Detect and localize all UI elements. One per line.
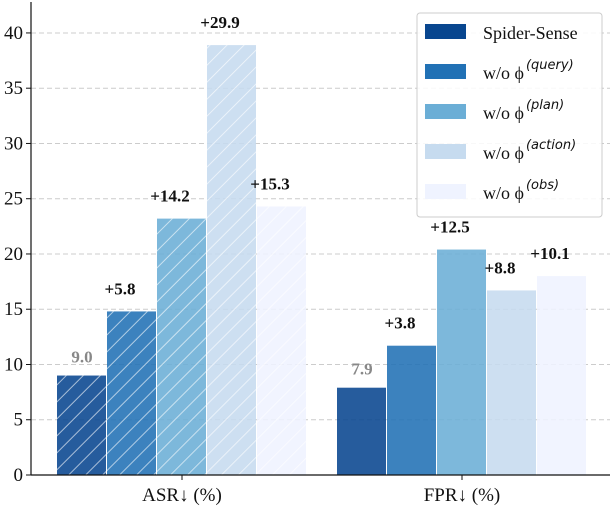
- axes: 0 5 10 15 20 25 30 35 40 ASR↓ (%) FPR↓ (%): [4, 2, 610, 506]
- y-tick-label: 25: [4, 189, 23, 210]
- y-tick-label: 5: [14, 410, 24, 431]
- y-tick-label: 20: [4, 244, 23, 265]
- legend-swatch: [425, 104, 466, 119]
- y-tick-label: 30: [4, 133, 23, 154]
- bar-w-o-obs-: [537, 276, 586, 475]
- data-label: +10.1: [530, 244, 569, 263]
- data-label: +3.8: [385, 314, 416, 333]
- x-tick-label: FPR↓ (%): [424, 485, 501, 506]
- data-label: +8.8: [485, 258, 516, 277]
- bars: [57, 45, 586, 476]
- legend-swatch: [425, 184, 466, 199]
- bar-w-o-action-: [487, 290, 536, 475]
- data-label: 9.0: [71, 348, 92, 367]
- legend-swatch: [425, 144, 466, 159]
- y-tick-label: 40: [4, 23, 23, 44]
- legend-swatch: [425, 24, 466, 39]
- y-tick-label: 15: [4, 299, 23, 320]
- legend-superscript: (action): [526, 138, 576, 153]
- bar-hatch: [107, 311, 156, 475]
- x-tick-label: ASR↓ (%): [142, 485, 222, 506]
- bar-hatch: [257, 206, 306, 475]
- bar-w-o-query-: [387, 345, 436, 475]
- data-label: 7.9: [351, 360, 372, 379]
- data-label: +29.9: [200, 13, 239, 32]
- y-tick-label: 35: [4, 78, 23, 99]
- bar-w-o-plan-: [437, 249, 486, 475]
- data-label: +12.5: [430, 218, 469, 237]
- legend-superscript: (plan): [526, 98, 564, 113]
- bar-hatch: [207, 45, 256, 476]
- y-tick-label: 0: [14, 465, 24, 486]
- legend-swatch: [425, 64, 466, 79]
- bar-hatch: [157, 218, 206, 475]
- bar-hatch: [57, 375, 106, 475]
- data-labels: 9.0 +5.8 +14.2 +29.9 +15.3 7.9 +3.8 +12.5 +8.8 +1…: [71, 13, 569, 379]
- y-tick-label: 10: [4, 354, 23, 375]
- data-label: +5.8: [105, 279, 136, 298]
- legend-superscript: (query): [526, 58, 574, 73]
- legend-label: Spider-Sense: [483, 23, 578, 43]
- legend-superscript: (obs): [526, 178, 559, 193]
- bar-spider-sense: [337, 387, 386, 475]
- data-label: +14.2: [150, 187, 189, 206]
- data-label: +15.3: [250, 174, 289, 193]
